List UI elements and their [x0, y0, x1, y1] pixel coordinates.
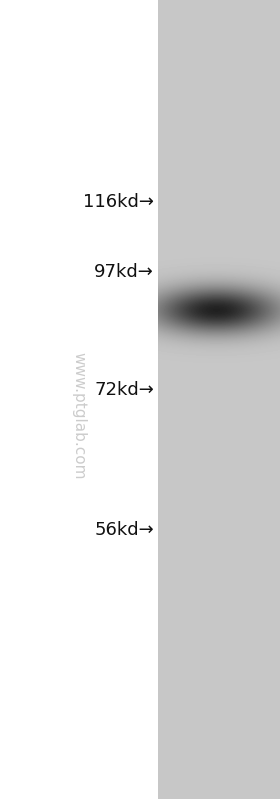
Text: 97kd→: 97kd→	[94, 263, 154, 281]
Text: 116kd→: 116kd→	[83, 193, 154, 211]
Bar	[158, 0, 280, 799]
Text: www.ptglab.com: www.ptglab.com	[72, 352, 87, 479]
Text: 56kd→: 56kd→	[94, 521, 154, 539]
Text: 72kd→: 72kd→	[94, 381, 154, 399]
